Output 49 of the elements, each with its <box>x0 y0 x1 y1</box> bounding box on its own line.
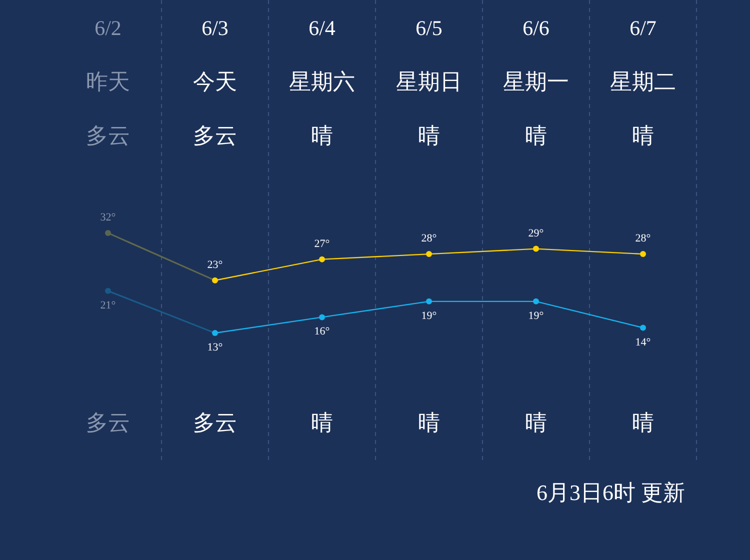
text: 晴 <box>632 410 654 436</box>
point <box>533 298 539 304</box>
x-tick-label: 6/6 <box>522 16 550 40</box>
point <box>212 277 218 284</box>
text: 6月3日6时 更新 <box>536 480 685 506</box>
text: 多云 <box>193 410 237 436</box>
text: 星期日 <box>396 69 462 94</box>
data-label: 23° <box>207 258 223 271</box>
x-tick-label: 6/4 <box>308 16 336 40</box>
point <box>319 256 325 262</box>
data-label: 21° <box>100 299 116 312</box>
point <box>426 251 432 258</box>
data-label: 19° <box>528 310 544 322</box>
data-label: 14° <box>635 336 651 348</box>
point <box>212 330 218 336</box>
data-label: 28° <box>635 232 651 245</box>
point <box>105 230 111 236</box>
x-tick-label: 6/7 <box>630 16 656 40</box>
text: 晴 <box>418 410 440 436</box>
point <box>640 324 646 331</box>
point <box>533 246 539 252</box>
point <box>640 251 646 258</box>
x-tick-label: 6/5 <box>416 16 442 40</box>
data-label: 28° <box>421 232 437 245</box>
text: 晴 <box>311 123 333 148</box>
x-tick-label: 6/3 <box>202 16 228 40</box>
text: 今天 <box>193 69 237 94</box>
data-label: 27° <box>314 238 330 250</box>
text: 晴 <box>418 123 440 148</box>
text: 晴 <box>311 410 333 436</box>
text: 多云 <box>86 123 130 148</box>
text: 晴 <box>525 123 547 148</box>
data-label: 32° <box>100 212 116 224</box>
text: 多云 <box>86 410 130 436</box>
text: 多云 <box>193 123 237 148</box>
x-tick-label: 6/2 <box>94 16 122 40</box>
point <box>319 314 325 320</box>
data-label: 16° <box>314 326 330 338</box>
text: 晴 <box>525 410 547 436</box>
text: 星期二 <box>610 69 676 94</box>
point <box>426 298 432 304</box>
data-label: 29° <box>528 227 544 240</box>
data-label: 19° <box>421 310 437 322</box>
text: 昨天 <box>86 69 130 94</box>
text: 星期一 <box>503 69 569 94</box>
text: 晴 <box>632 123 654 148</box>
text: 星期六 <box>289 69 355 94</box>
data-label: 13° <box>207 342 223 354</box>
point <box>105 288 111 294</box>
